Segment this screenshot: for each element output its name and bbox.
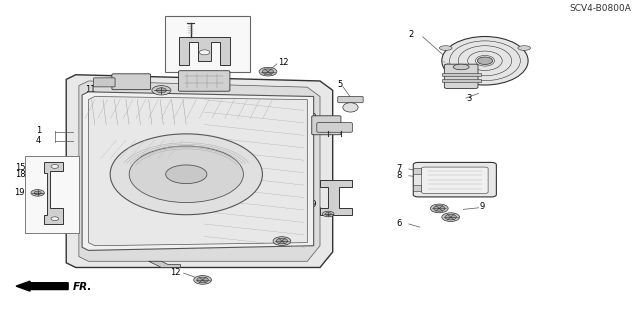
Circle shape xyxy=(433,206,445,211)
Ellipse shape xyxy=(453,64,469,70)
Bar xyxy=(442,73,481,76)
Polygon shape xyxy=(82,92,314,250)
Circle shape xyxy=(442,213,460,221)
Text: 17: 17 xyxy=(231,57,242,66)
Circle shape xyxy=(259,67,277,76)
FancyBboxPatch shape xyxy=(422,167,488,194)
Bar xyxy=(413,185,421,191)
Circle shape xyxy=(477,57,493,65)
Circle shape xyxy=(152,86,171,95)
Bar xyxy=(164,16,250,72)
Ellipse shape xyxy=(343,103,358,112)
Circle shape xyxy=(31,190,44,196)
FancyBboxPatch shape xyxy=(179,71,230,91)
Text: 10: 10 xyxy=(306,113,317,122)
Text: 12: 12 xyxy=(278,59,289,68)
Text: 5: 5 xyxy=(338,80,343,89)
Polygon shape xyxy=(44,162,63,224)
Text: 15: 15 xyxy=(15,163,26,172)
Text: 2: 2 xyxy=(409,30,414,39)
FancyBboxPatch shape xyxy=(444,64,478,88)
Circle shape xyxy=(276,238,287,244)
Circle shape xyxy=(51,164,59,168)
Polygon shape xyxy=(66,75,333,268)
Circle shape xyxy=(325,212,332,215)
Ellipse shape xyxy=(442,36,528,85)
Text: 12: 12 xyxy=(286,233,297,242)
Text: SCV4-B0800A: SCV4-B0800A xyxy=(569,4,631,13)
Text: 14: 14 xyxy=(231,50,242,59)
Text: 19: 19 xyxy=(198,17,209,26)
Circle shape xyxy=(323,211,334,217)
Polygon shape xyxy=(320,180,352,215)
Ellipse shape xyxy=(440,46,452,50)
Circle shape xyxy=(273,237,291,245)
Text: 13: 13 xyxy=(300,175,310,184)
Circle shape xyxy=(262,69,274,75)
Polygon shape xyxy=(179,37,230,65)
Circle shape xyxy=(194,276,211,284)
Circle shape xyxy=(156,88,166,93)
Text: 6: 6 xyxy=(396,219,401,228)
Ellipse shape xyxy=(166,165,207,184)
Text: 7: 7 xyxy=(396,164,401,172)
FancyBboxPatch shape xyxy=(93,78,115,87)
FancyBboxPatch shape xyxy=(317,123,353,132)
Text: 1: 1 xyxy=(36,126,41,135)
Circle shape xyxy=(51,217,59,220)
Text: 8: 8 xyxy=(396,171,401,180)
Bar xyxy=(413,168,421,174)
Circle shape xyxy=(200,50,210,55)
FancyBboxPatch shape xyxy=(413,163,497,197)
Polygon shape xyxy=(79,81,320,261)
Text: 19: 19 xyxy=(306,200,317,209)
Polygon shape xyxy=(148,261,180,268)
Ellipse shape xyxy=(110,134,262,215)
Text: 9: 9 xyxy=(480,202,485,212)
FancyBboxPatch shape xyxy=(338,97,363,103)
Text: 11: 11 xyxy=(85,85,96,94)
Circle shape xyxy=(445,214,456,220)
Ellipse shape xyxy=(518,46,531,50)
Circle shape xyxy=(197,277,209,283)
FancyBboxPatch shape xyxy=(112,74,150,90)
Circle shape xyxy=(34,191,41,195)
Text: 4: 4 xyxy=(36,136,41,145)
Text: 3: 3 xyxy=(466,94,471,103)
Bar xyxy=(442,79,481,82)
Text: 12: 12 xyxy=(170,268,180,277)
FancyArrow shape xyxy=(16,281,68,291)
Text: 18: 18 xyxy=(15,170,26,179)
Polygon shape xyxy=(88,97,307,246)
Text: FR.: FR. xyxy=(72,282,92,292)
Circle shape xyxy=(430,204,448,213)
Ellipse shape xyxy=(129,146,243,203)
Bar xyxy=(25,156,79,233)
FancyBboxPatch shape xyxy=(312,116,341,135)
Text: 19: 19 xyxy=(14,188,25,197)
